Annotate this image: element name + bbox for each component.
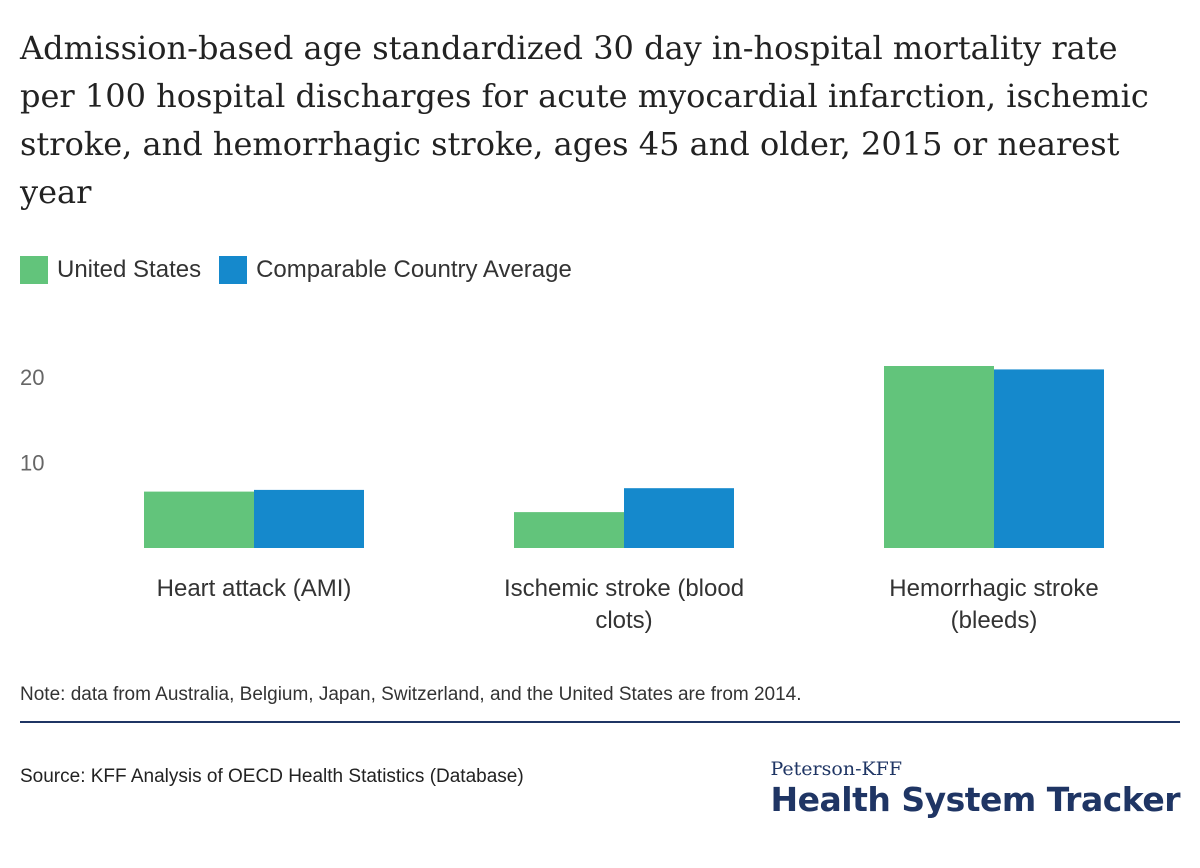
legend-item-1: Comparable Country Average: [219, 256, 572, 284]
bar-0-0: [144, 491, 254, 548]
footer-divider: [20, 721, 1180, 723]
category-label-0: Heart attack (AMI): [157, 575, 352, 602]
brand-title: Health System Tracker: [770, 780, 1181, 819]
legend-swatch-1: [219, 256, 248, 284]
brand-logo: Peterson-KFF Health System Tracker: [771, 758, 1181, 820]
y-tick-label-1: 20: [20, 365, 44, 390]
brand-subtitle: Peterson-KFF: [770, 758, 903, 780]
legend-label-1: Comparable Country Average: [256, 256, 572, 283]
chart-note: Note: data from Australia, Belgium, Japa…: [20, 684, 802, 705]
bar-1-0: [514, 512, 624, 548]
bar-0-1: [254, 489, 364, 548]
legend: United States Comparable Country Average: [20, 254, 590, 286]
legend-item-0: United States: [20, 256, 201, 284]
category-label-line-1-0: Ischemic stroke (blood: [504, 575, 744, 602]
bar-2-0: [884, 366, 994, 548]
category-label-1: Ischemic stroke (blood clots): [504, 575, 744, 634]
category-label-line-1-1: clots): [595, 607, 652, 634]
source-text: Source: KFF Analysis of OECD Health Stat…: [20, 766, 524, 787]
legend-swatch-0: [20, 256, 48, 284]
bar-chart: 10 20 Heart attack (AMI) Ischemic stroke (b…: [20, 365, 1104, 634]
chart-title: Admission-based age standardized 30 day …: [20, 29, 1149, 211]
bar-1-1: [624, 488, 734, 548]
category-label-line-2-1: (bleeds): [951, 607, 1038, 634]
category-label-line-0-0: Heart attack (AMI): [157, 575, 352, 602]
legend-label-0: United States: [57, 256, 202, 283]
category-label-2: Hemorrhagic stroke (bleeds): [889, 575, 1098, 634]
category-label-line-2-0: Hemorrhagic stroke: [889, 575, 1098, 602]
bar-2-1: [994, 369, 1104, 548]
y-tick-label-0: 10: [20, 451, 44, 476]
